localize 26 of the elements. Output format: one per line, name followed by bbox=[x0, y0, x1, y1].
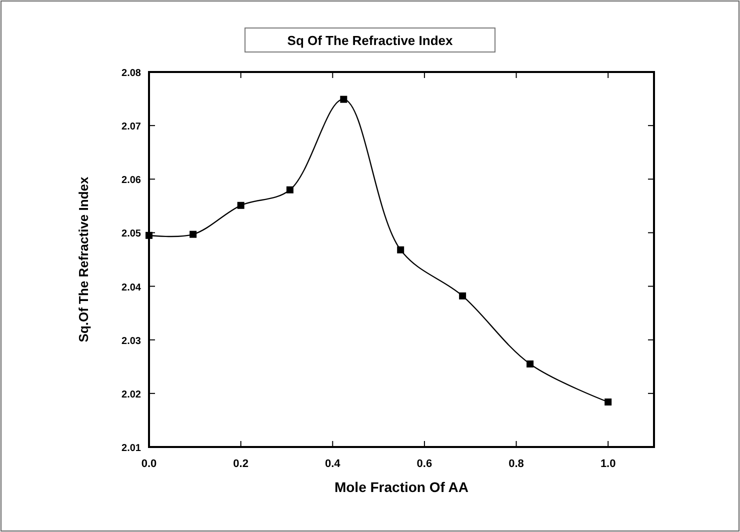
x-tick-label: 0.0 bbox=[141, 458, 157, 470]
point bbox=[340, 96, 348, 103]
point bbox=[526, 360, 534, 368]
point bbox=[190, 230, 197, 238]
y-tick-label: 2.08 bbox=[122, 68, 142, 79]
chart-title: Sq Of The Refractive Index bbox=[287, 33, 454, 48]
point bbox=[397, 246, 404, 254]
x-tick-label: 0.2 bbox=[233, 458, 248, 470]
point bbox=[237, 202, 244, 209]
y-tick-label: 2.03 bbox=[122, 336, 142, 347]
point bbox=[286, 186, 294, 194]
x-tick-label: 0.8 bbox=[508, 458, 524, 470]
point bbox=[459, 292, 466, 300]
y-tick-label: 2.04 bbox=[122, 282, 142, 294]
y-tick-label: 2.01 bbox=[122, 443, 142, 454]
x-tick-label: 0.4 bbox=[324, 458, 342, 470]
y-tick-label: 2.02 bbox=[122, 389, 142, 400]
y-tick-label: 2.07 bbox=[122, 122, 142, 133]
y-axis-title: Sq.Of The Refractive Index bbox=[76, 176, 91, 342]
x-axis-title: Mole Fraction Of AA bbox=[334, 479, 469, 495]
y-tick-label: 2.05 bbox=[122, 228, 142, 240]
y-tick-label: 2.06 bbox=[122, 175, 142, 186]
x-tick-label: 1.0 bbox=[600, 458, 616, 470]
point bbox=[146, 232, 152, 239]
x-tick-label: 0.6 bbox=[416, 458, 432, 470]
point bbox=[604, 398, 612, 406]
